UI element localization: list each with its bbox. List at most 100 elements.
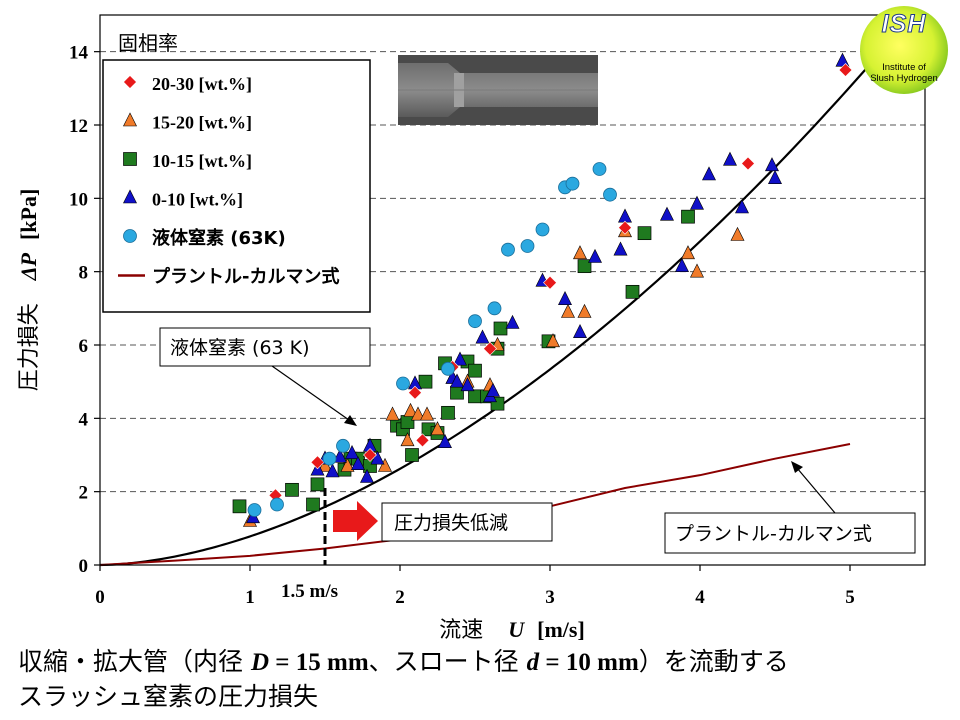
data-point xyxy=(333,448,347,463)
data-point xyxy=(325,463,340,478)
reduction-callout: 圧力損失低減 xyxy=(333,501,553,542)
ln2-callout-box xyxy=(159,327,371,367)
y-tick-label: 4 xyxy=(79,409,89,430)
ln2-callout-arrowhead xyxy=(344,415,357,426)
data-point xyxy=(723,151,737,166)
data-point xyxy=(618,208,632,223)
y-tick-label: 2 xyxy=(79,483,89,504)
data-point xyxy=(450,385,464,400)
data-point xyxy=(340,457,355,472)
data-point xyxy=(588,248,602,263)
legend-title: 固相率 xyxy=(118,31,178,55)
data-point xyxy=(735,199,749,214)
data-point xyxy=(835,52,850,67)
data-point xyxy=(441,405,455,420)
x-tick-label: 2 xyxy=(395,587,405,608)
data-point xyxy=(453,351,467,366)
legend-label: 15-20 [wt.%] xyxy=(152,113,252,133)
ln2-callout: 液体窒素 (63 K) xyxy=(159,327,371,426)
prandtl-callout-arrowhead xyxy=(791,461,803,473)
legend-items: 20-30 [wt.%] 15-20 [wt.%] 10-15 [wt.%] 0-10… xyxy=(118,74,339,288)
legend-box xyxy=(102,59,371,313)
data-point xyxy=(741,156,755,171)
ish-logo: ISH Institute of Slush Hydrogen xyxy=(858,4,950,96)
legend-label: 0-10 [wt.%] xyxy=(152,190,243,210)
data-point xyxy=(475,329,490,344)
data-point xyxy=(493,321,508,336)
x-tick-label: 3 xyxy=(545,587,555,608)
legend-label: 液体窒素 (63K) xyxy=(152,227,286,249)
data-point xyxy=(690,263,704,278)
data-point xyxy=(408,385,422,400)
velocity-marker-label: 1.5 m/s xyxy=(281,581,338,602)
logo-line2: Slush Hydrogen xyxy=(870,73,938,84)
data-point xyxy=(336,438,350,453)
caption-var-d: d xyxy=(526,649,540,676)
data-point xyxy=(400,415,415,429)
ish-logo-badge xyxy=(860,6,948,94)
legend-swatch xyxy=(123,189,137,204)
data-point xyxy=(637,226,652,241)
caption-text-e: ）を流動する xyxy=(638,647,789,676)
data-point xyxy=(483,341,497,356)
reduction-callout-label: 圧力損失低減 xyxy=(394,512,508,534)
data-point xyxy=(310,455,325,470)
data-point xyxy=(351,455,365,470)
data-point xyxy=(247,503,262,517)
data-point xyxy=(411,406,425,421)
data-point xyxy=(468,363,482,378)
y-axis-title: 圧力損失 ΔP [kPa] xyxy=(16,189,42,392)
legend-label: 10-15 [wt.%] xyxy=(152,151,252,171)
data-point xyxy=(438,433,452,448)
data-point xyxy=(405,448,419,462)
data-point xyxy=(681,245,695,260)
velocity-marker: 1.5 m/s xyxy=(281,488,338,602)
data-point xyxy=(403,402,418,417)
caption-var-D: D xyxy=(250,649,270,676)
y-tick-label: 8 xyxy=(79,263,89,284)
nozzle-photo xyxy=(398,55,598,125)
data-point xyxy=(360,468,374,483)
y-tick-label: 14 xyxy=(69,43,89,64)
grid-layer xyxy=(100,51,925,493)
data-point xyxy=(577,303,592,318)
data-point xyxy=(592,162,607,176)
data-point xyxy=(546,333,560,348)
data-point xyxy=(838,63,853,77)
data-point xyxy=(310,477,325,492)
y-tick-label: 0 xyxy=(79,556,89,577)
y-tick-label: 12 xyxy=(69,116,88,137)
data-point xyxy=(415,433,430,448)
x-tick-label: 0 xyxy=(95,587,105,608)
data-point xyxy=(565,176,580,191)
logo-line1: Institute of xyxy=(882,62,926,73)
x-tick-label: 1 xyxy=(245,587,255,608)
data-point xyxy=(520,239,535,253)
legend-swatch xyxy=(123,229,137,243)
data-point xyxy=(400,432,415,447)
data-point xyxy=(702,166,716,181)
data-point xyxy=(660,206,674,221)
data-point xyxy=(690,195,704,210)
data-point xyxy=(450,373,464,388)
legend-swatch xyxy=(123,75,137,89)
ln2-fit-curve xyxy=(99,14,914,567)
data-point xyxy=(535,222,550,237)
data-point xyxy=(625,284,640,299)
data-point xyxy=(577,259,592,274)
data-point xyxy=(378,457,392,472)
data-point xyxy=(505,314,520,329)
plot-frame xyxy=(99,14,926,566)
reduction-arrow-icon xyxy=(333,501,378,541)
data-point xyxy=(561,303,575,318)
y-tick-label: 10 xyxy=(69,189,88,210)
data-point xyxy=(420,406,434,421)
caption-line-2: スラッシュ窒素の圧力損失 xyxy=(18,682,319,711)
prandtl-callout-label: プラントル-カルマン式 xyxy=(675,523,872,545)
data-point xyxy=(573,245,587,260)
data-point xyxy=(613,241,628,256)
data-point xyxy=(363,448,377,462)
data-point xyxy=(430,421,445,436)
data-point xyxy=(486,382,500,397)
